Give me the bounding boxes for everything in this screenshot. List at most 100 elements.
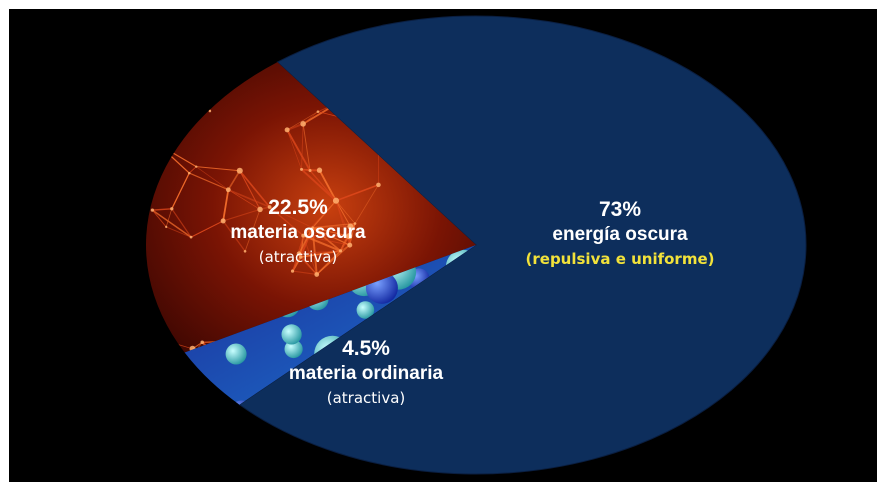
dark-matter-filament <box>151 209 192 238</box>
dark-matter-filament <box>335 200 356 224</box>
ordinary-matter-sphere <box>281 324 302 345</box>
dark-matter-filament <box>312 222 356 229</box>
dark-matter-node <box>332 197 340 204</box>
dark-matter-node <box>174 98 181 105</box>
dark-matter-filament <box>312 227 350 246</box>
dark-matter-filament <box>189 166 197 174</box>
dark-matter-node <box>316 110 320 113</box>
dark-matter-filament <box>205 95 211 112</box>
dark-matter-node <box>203 92 209 98</box>
dark-matter-filament <box>222 208 261 222</box>
dark-matter-node <box>300 167 304 171</box>
dark-matter-node <box>175 374 179 378</box>
dark-matter-filament <box>239 170 261 210</box>
dark-matter-node <box>155 141 161 148</box>
dark-matter-filament <box>302 234 341 252</box>
dark-matter-node <box>178 410 183 415</box>
dark-matter-filament <box>171 172 190 210</box>
dark-matter-filament <box>309 170 337 202</box>
pie-slice-dark-energy <box>238 15 807 475</box>
dark-matter-node <box>311 226 314 229</box>
dark-matter-filament <box>244 209 261 252</box>
dark-matter-node <box>200 340 205 345</box>
dark-matter-filament <box>222 189 230 222</box>
dark-matter-filament <box>312 200 337 229</box>
dark-matter-filament <box>205 95 209 108</box>
dark-energy-note: (repulsiva e uniforme) <box>526 250 715 268</box>
ordinary-matter-percent: 4.5% <box>342 337 390 360</box>
dark-matter-filament <box>302 123 311 171</box>
ordinary-matter-sphere <box>356 301 375 319</box>
dark-matter-node <box>308 169 312 173</box>
dark-energy-name: energía oscura <box>552 224 688 245</box>
ordinary-matter-sphere <box>225 343 247 365</box>
dark-matter-filament <box>301 123 304 170</box>
dark-matter-node <box>236 167 243 174</box>
dark-matter-node <box>165 225 168 229</box>
dark-matter-node <box>301 233 306 238</box>
dark-matter-filament <box>152 208 172 211</box>
dark-matter-node <box>220 218 226 224</box>
dark-matter-filament <box>208 401 241 410</box>
dark-matter-node <box>175 389 180 394</box>
dark-matter-filament <box>196 166 240 172</box>
dark-matter-node <box>267 205 272 209</box>
dark-matter-node <box>149 334 156 340</box>
dark-matter-node <box>347 223 354 230</box>
dark-matter-filament <box>312 227 342 252</box>
dark-matter-filament <box>180 410 208 412</box>
dark-matter-filament <box>302 226 314 237</box>
dark-matter-node <box>353 222 357 225</box>
dark-matter-filament <box>269 206 313 229</box>
dark-matter-node <box>170 207 174 211</box>
dark-matter-filament <box>312 227 350 237</box>
dark-matter-filament <box>292 270 317 275</box>
dark-matter-node <box>208 109 212 113</box>
dark-matter-node <box>376 182 381 188</box>
dark-matter-node <box>296 251 302 256</box>
dark-matter-filament <box>177 101 211 112</box>
dark-matter-filament <box>286 111 319 131</box>
dark-matter-filament <box>349 223 356 246</box>
dark-matter-filament <box>318 169 337 202</box>
dark-matter-filament <box>286 129 302 170</box>
dark-matter-node <box>346 233 353 240</box>
dark-matter-filament <box>177 94 207 103</box>
dark-matter-filament <box>177 100 208 108</box>
ordinary-matter-name: materia ordinaria <box>289 363 444 384</box>
dark-matter-node <box>314 272 320 277</box>
dark-matter-node <box>300 121 306 127</box>
dark-matter-filament <box>157 101 179 145</box>
pie-slice-dark-matter <box>145 62 476 353</box>
dark-matter-filament <box>222 220 246 252</box>
dark-energy-percent: 73% <box>599 198 641 221</box>
dark-matter-filament <box>303 234 350 238</box>
dark-matter-filament <box>302 111 319 125</box>
dark-matter-node <box>299 255 303 259</box>
dark-matter-filament <box>190 220 224 238</box>
dark-matter-filament <box>239 170 271 208</box>
dark-matter-node <box>290 269 295 273</box>
dark-matter-filament <box>177 391 180 412</box>
dark-matter-filament <box>196 166 229 191</box>
dark-matter-filament <box>189 172 229 191</box>
dark-matter-filament <box>298 227 314 255</box>
dark-matter-filament <box>171 208 192 238</box>
dark-matter-filament <box>300 168 337 202</box>
dark-matter-node <box>347 242 353 248</box>
dark-matter-node <box>189 235 193 239</box>
dark-matter-node <box>205 105 210 109</box>
dark-matter-filament <box>152 209 167 228</box>
dark-matter-node <box>150 208 154 212</box>
dark-matter-percent: 22.5% <box>268 196 328 219</box>
dark-matter-name: materia oscura <box>230 222 366 243</box>
dark-matter-filament <box>354 184 379 224</box>
dark-matter-filament <box>228 189 261 210</box>
dark-matter-filament <box>269 206 304 237</box>
dark-matter-filament <box>335 184 379 202</box>
dark-matter-filament <box>152 336 178 353</box>
dark-matter-node <box>195 165 198 168</box>
dark-matter-filament <box>177 376 181 412</box>
dark-matter-node <box>188 171 191 175</box>
